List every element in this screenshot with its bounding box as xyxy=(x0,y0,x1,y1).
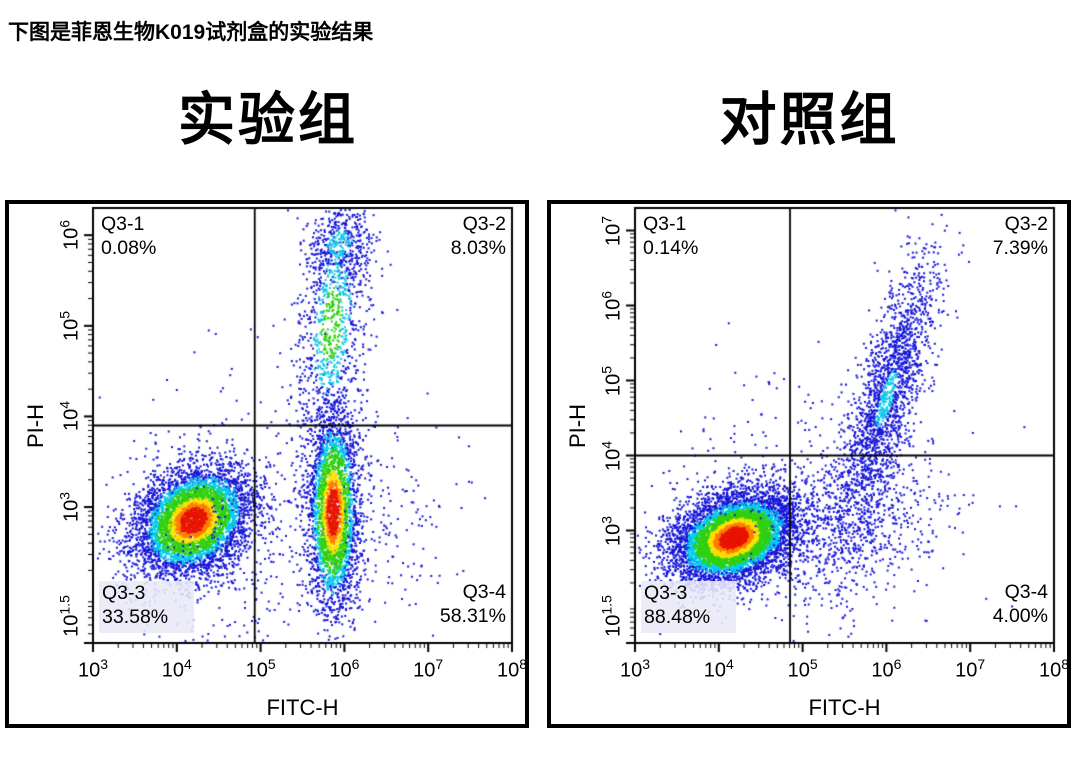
x-tick-label: 107 xyxy=(955,656,986,682)
quadrant-label-q3-1: Q3-1 0.08% xyxy=(101,213,157,259)
x-tick-label: 104 xyxy=(703,656,734,682)
x-axis-title: FITC-H xyxy=(266,695,339,720)
quadrant-label-q3-3: Q3-3 88.48% xyxy=(641,581,737,633)
x-tick-label: 103 xyxy=(77,656,109,682)
quadrant-label-q3-4: Q3-4 58.31% xyxy=(439,581,506,627)
quadrant-label-q3-4: Q3-4 4.00% xyxy=(992,581,1048,627)
x-tick-label: 104 xyxy=(161,656,192,682)
flow-plot-control: 103 104 105 106 107 108 101.5 103 104 105 106 107 FI… xyxy=(547,200,1071,728)
x-tick-label: 108 xyxy=(1038,656,1070,682)
panel-title-control: 对照组 xyxy=(719,88,900,152)
scatter-canvas xyxy=(9,204,525,724)
x-axis-title: FITC-H xyxy=(808,695,881,720)
panel-title-experimental: 实验组 xyxy=(178,88,358,152)
figure-caption: 下图是菲恩生物K019试剂盒的实验结果 xyxy=(8,21,374,44)
quadrant-label-q3-3: Q3-3 33.58% xyxy=(99,581,195,633)
x-tick-label: 106 xyxy=(329,656,360,682)
scatter-canvas xyxy=(551,204,1067,724)
quadrant-label-q3-2: Q3-2 8.03% xyxy=(450,213,506,259)
x-tick-label: 106 xyxy=(871,656,902,682)
x-tick-label: 105 xyxy=(245,656,276,682)
x-tick-label: 105 xyxy=(787,656,818,682)
x-tick-label: 107 xyxy=(413,656,444,682)
quadrant-label-q3-1: Q3-1 0.14% xyxy=(643,213,699,259)
flow-plot-experimental: 103 104 105 106 107 108 101.5 103 104 105 106 FITC-… xyxy=(5,200,529,728)
x-tick-label: 108 xyxy=(496,656,528,682)
x-tick-label: 103 xyxy=(619,656,651,682)
quadrant-label-q3-2: Q3-2 7.39% xyxy=(992,213,1048,259)
